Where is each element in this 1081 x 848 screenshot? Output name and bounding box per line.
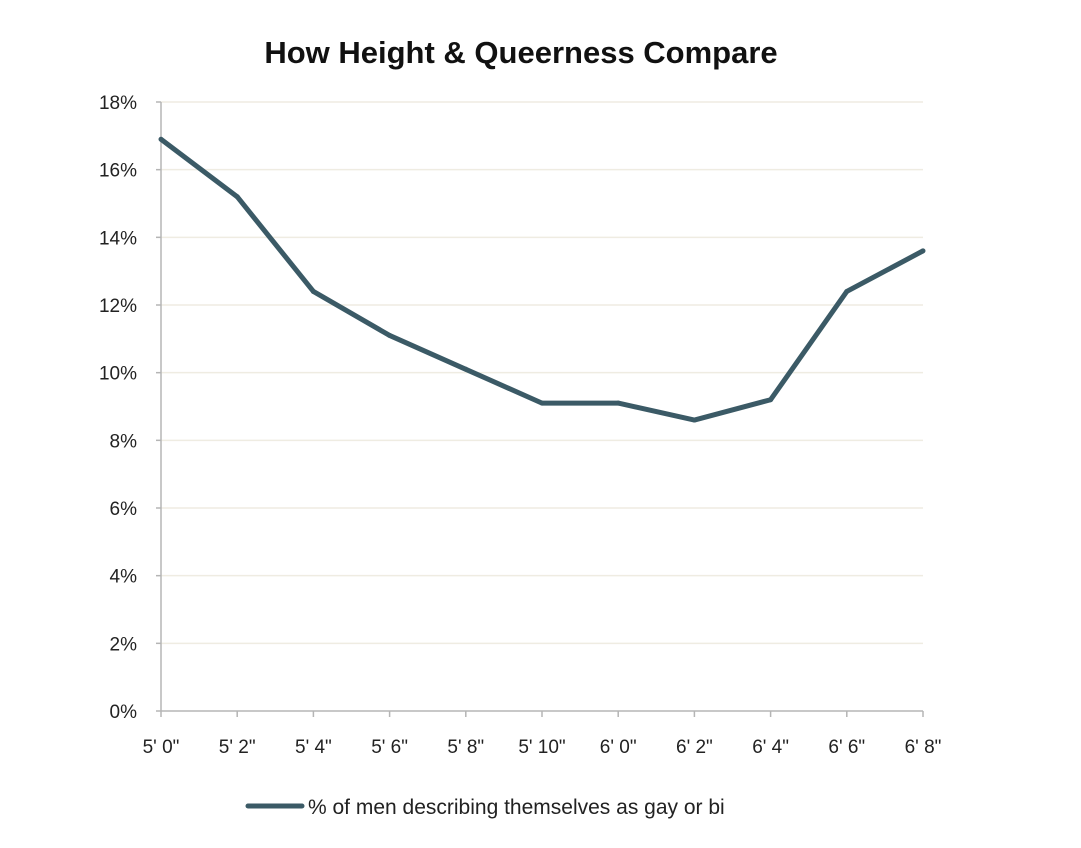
gridlines — [161, 101, 923, 645]
y-tick-label: 16% — [99, 161, 137, 182]
y-tick-label: 14% — [99, 228, 137, 249]
data-point — [387, 332, 393, 338]
legend: % of men describing themselves as gay or… — [245, 796, 725, 819]
y-tick-label: 18% — [99, 93, 137, 114]
y-tick-label: 12% — [99, 296, 137, 317]
x-tick-label: 5' 4" — [295, 737, 332, 758]
legend-label: % of men describing themselves as gay or… — [308, 796, 725, 819]
series — [158, 136, 926, 423]
y-axis-ticks: 0% 2% 4% 6% 8% 10% 12% 14% 16% 18% — [99, 93, 161, 723]
x-axis-ticks: 5' 0" 5' 2" 5' 4" 5' 6" 5' 8" 5' 10" 6' 0" 6' 2… — [143, 711, 942, 758]
data-point — [234, 194, 240, 200]
y-tick-label: 8% — [110, 431, 138, 452]
y-tick-label: 0% — [110, 702, 138, 723]
data-point — [691, 417, 697, 423]
x-tick-label: 6' 4" — [752, 737, 789, 758]
data-point — [768, 397, 774, 403]
series-line — [159, 137, 925, 423]
y-tick-label: 4% — [110, 567, 138, 588]
x-tick-label: 6' 8" — [905, 737, 942, 758]
x-tick-label: 5' 6" — [371, 737, 408, 758]
x-tick-label: 5' 2" — [219, 737, 256, 758]
data-point — [463, 366, 469, 372]
x-tick-label: 5' 0" — [143, 737, 180, 758]
x-tick-label: 6' 2" — [676, 737, 713, 758]
x-tick-label: 5' 8" — [447, 737, 484, 758]
x-tick-label: 5' 10" — [518, 737, 565, 758]
x-tick-label: 6' 6" — [828, 737, 865, 758]
data-point — [615, 400, 621, 406]
data-point — [310, 288, 316, 294]
data-point — [844, 288, 850, 294]
data-point — [539, 400, 545, 406]
y-tick-label: 10% — [99, 364, 137, 385]
data-point — [920, 248, 926, 254]
axes — [160, 102, 923, 712]
data-point — [158, 136, 164, 142]
y-tick-label: 6% — [110, 499, 138, 520]
x-tick-label: 6' 0" — [600, 737, 637, 758]
y-tick-label: 2% — [110, 634, 138, 655]
chart-title: How Height & Queerness Compare — [264, 35, 777, 70]
